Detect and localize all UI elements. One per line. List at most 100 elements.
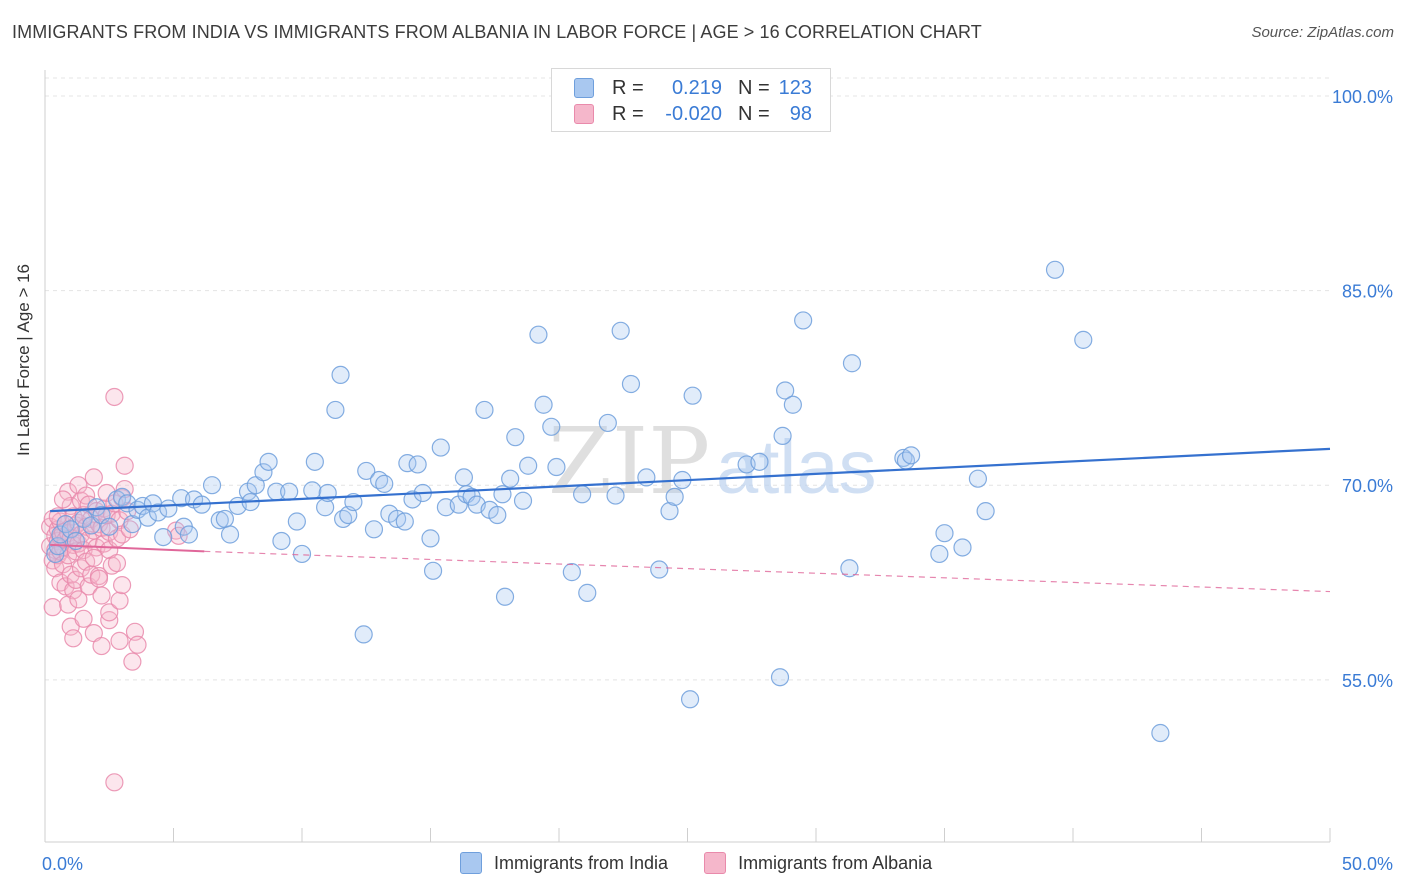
india-swatch — [574, 78, 594, 98]
india-point — [475, 400, 494, 420]
albania-point — [100, 603, 119, 622]
albania-point — [89, 569, 109, 588]
albania-point — [74, 609, 93, 628]
y-tick-label: 100.0% — [1332, 87, 1393, 107]
india-point — [287, 512, 306, 531]
india-point — [650, 560, 669, 579]
india-point — [794, 311, 813, 330]
india-point — [776, 381, 795, 400]
watermark-atlas: atlas — [716, 425, 877, 510]
albania-point — [92, 636, 111, 656]
albania-point — [123, 652, 142, 671]
india-point — [529, 325, 548, 344]
albania-point — [92, 586, 111, 605]
albania-point — [105, 773, 124, 792]
albania-point — [107, 553, 127, 573]
india-point — [254, 463, 273, 482]
legend-row-india: R = 0.219 N = 123 — [574, 77, 812, 99]
albania-point — [105, 387, 124, 407]
x-tick-label: 50.0% — [1342, 854, 1393, 874]
albania-swatch — [704, 852, 727, 874]
legend-label-india: Immigrants from India — [494, 852, 669, 873]
india-point — [840, 559, 859, 578]
x-tick-label: 0.0% — [42, 854, 83, 874]
india-point — [375, 474, 394, 493]
india-point — [423, 561, 443, 580]
india-point — [501, 469, 520, 488]
albania-point — [48, 507, 67, 526]
y-tick-label: 55.0% — [1342, 671, 1393, 691]
india-point — [61, 520, 80, 539]
albania-point — [84, 468, 103, 487]
india-point — [1074, 330, 1093, 349]
watermark-zip: ZIP — [548, 408, 710, 515]
r-label: R = — [612, 102, 644, 125]
india-point — [665, 487, 684, 506]
india-point — [770, 668, 790, 687]
albania-series — [41, 387, 188, 792]
india-point — [660, 502, 679, 521]
india-point — [935, 524, 954, 543]
india-point — [202, 476, 222, 495]
india-point — [272, 531, 291, 551]
r-value: 0.219 — [671, 76, 722, 99]
india-point — [364, 520, 384, 539]
watermark: ZIP atlas — [548, 408, 877, 515]
y-tick-label: 70.0% — [1342, 476, 1393, 496]
india-point — [573, 485, 592, 504]
india-point — [138, 508, 157, 527]
trend-lines — [50, 447, 1331, 593]
albania-swatch — [574, 104, 594, 124]
albania-point — [64, 629, 83, 648]
albania-point — [69, 590, 88, 609]
legend-row-albania: R = -0.020 N = 98 — [574, 103, 812, 125]
india-point — [148, 503, 168, 522]
india-point — [154, 527, 173, 547]
india-point — [1151, 723, 1170, 743]
n-label: N = — [738, 102, 770, 125]
india-point — [292, 544, 312, 564]
r-value: -0.020 — [665, 102, 722, 125]
correlation-legend: R = 0.219 N = 123 R = -0.020 N = 98 — [551, 68, 831, 132]
albania-point — [120, 520, 139, 539]
albania-point — [61, 565, 80, 584]
india-point — [408, 455, 427, 474]
albania-point — [112, 575, 132, 595]
grid-lines — [45, 77, 1330, 681]
india-point — [783, 395, 802, 414]
albania-point — [59, 595, 78, 614]
india-point — [220, 525, 240, 544]
legend-item-albania: Immigrants from Albania — [704, 852, 932, 874]
r-label: R = — [612, 76, 644, 99]
albania-point — [110, 631, 129, 650]
india-point — [421, 529, 440, 548]
india-point — [303, 481, 322, 500]
chart-title: IMMIGRANTS FROM INDIA VS IMMIGRANTS FROM… — [12, 22, 982, 42]
india-point — [326, 400, 345, 420]
india-trend-line — [50, 447, 1331, 513]
india-point — [773, 426, 792, 445]
india-point — [179, 525, 199, 544]
india-point — [280, 482, 299, 501]
albania-trend-extension — [204, 550, 1331, 593]
india-point — [431, 438, 450, 457]
india-point — [680, 690, 700, 709]
india-point — [259, 452, 278, 471]
india-point — [56, 515, 75, 534]
india-point — [395, 512, 414, 531]
legend-label-albania: Immigrants from Albania — [738, 852, 933, 873]
albania-point — [110, 591, 129, 610]
albania-point — [53, 490, 73, 509]
india-point — [578, 583, 597, 602]
axes — [44, 70, 1331, 843]
series-legend: Immigrants from India Immigrants from Al… — [460, 852, 968, 874]
india-point — [123, 515, 142, 534]
legend-item-india: Immigrants from India — [460, 852, 668, 874]
india-point — [519, 456, 538, 475]
india-point — [100, 517, 119, 536]
albania-point — [102, 556, 121, 575]
india-point — [495, 587, 515, 606]
india-point — [215, 509, 234, 529]
india-point — [534, 395, 553, 414]
india-point — [953, 538, 972, 557]
